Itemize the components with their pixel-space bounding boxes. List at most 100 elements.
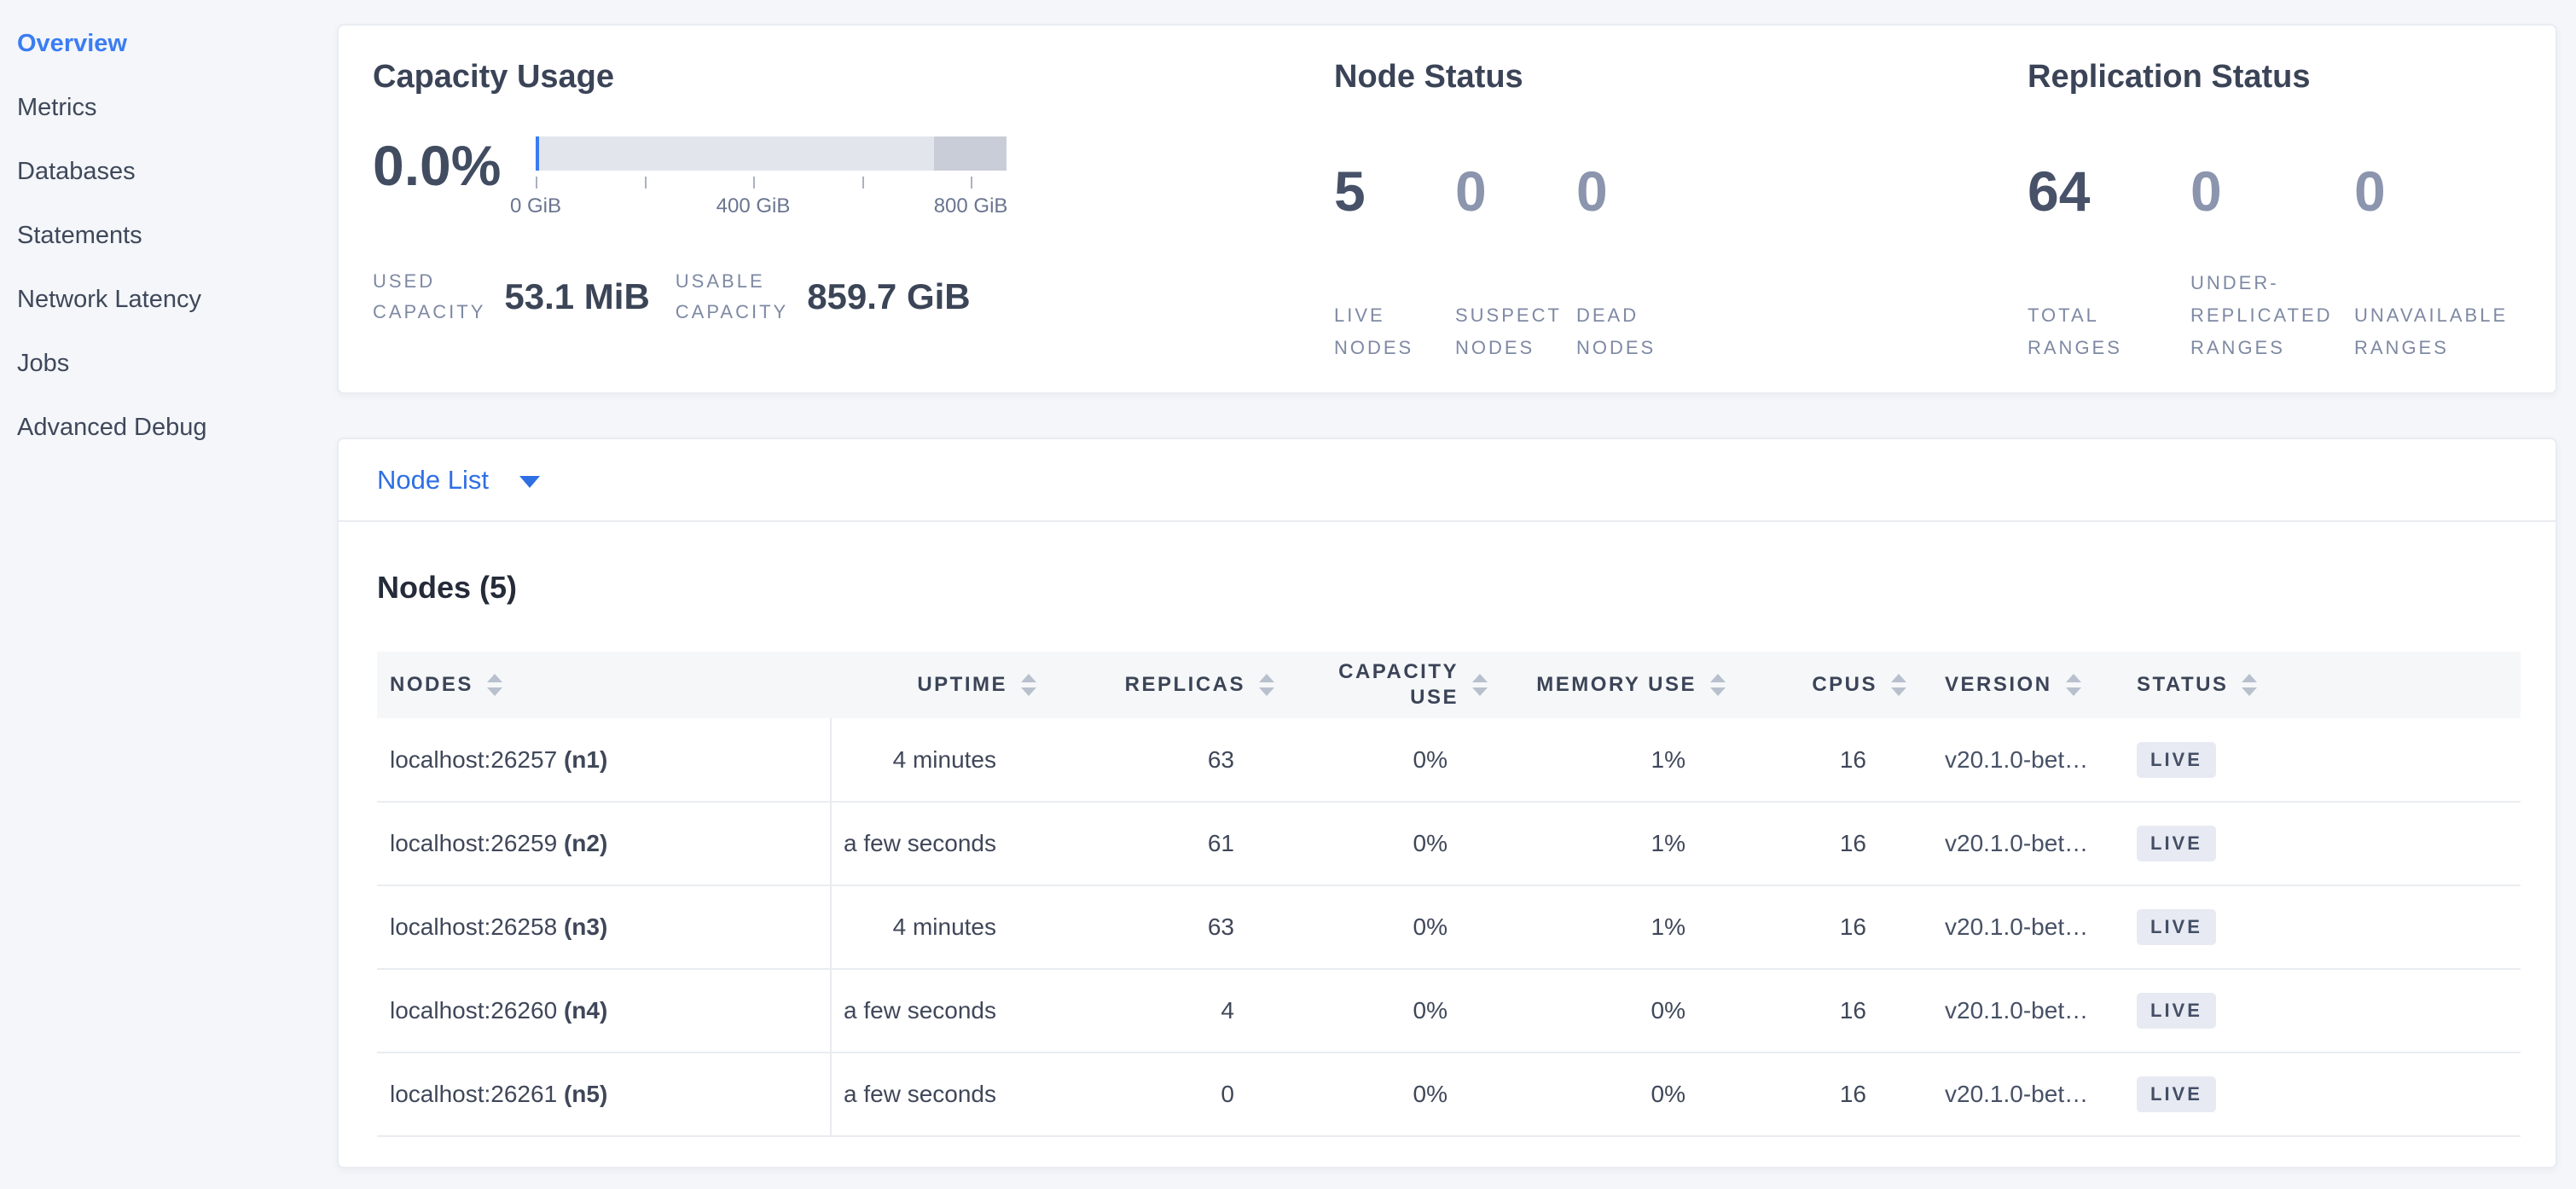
table-row-node-4: localhost:26260 (n4) a few seconds 4 0% …: [377, 969, 2521, 1053]
dead-nodes-metric: 0 DEAD NODES: [1576, 130, 1697, 364]
status-cell: LIVE: [2104, 802, 2521, 886]
total-ranges-label: TOTAL RANGES: [2028, 304, 2122, 358]
version-cell: v20.1.0-bet…: [1906, 885, 2104, 970]
status-cell: LIVE: [2104, 718, 2521, 803]
gauge-tick-label: 400 GiB: [716, 194, 791, 218]
replicas-cell: 0: [1036, 1053, 1274, 1137]
chevron-down-icon: [519, 475, 540, 488]
column-header-memory-use[interactable]: MEMORY USE: [1488, 652, 1726, 718]
node-status-title: Node Status: [1334, 59, 1523, 95]
node-status-section: Node Status 5 LIVE NODES 0 SUSPECT NODES: [1334, 26, 2016, 392]
gauge-tick-label: 0 GiB: [509, 194, 562, 218]
gauge-tick: [971, 176, 973, 188]
gauge-tick: [753, 176, 756, 188]
usable-capacity-stat: USABLE CAPACITY 859.7 GiB: [676, 266, 971, 328]
column-header-uptime[interactable]: UPTIME: [831, 652, 1036, 718]
sidebar-item-jobs[interactable]: Jobs: [17, 350, 70, 377]
node-list-dropdown[interactable]: Node List: [377, 465, 540, 496]
cpus-cell: 16: [1726, 802, 1906, 886]
uptime-cell: 4 minutes: [831, 885, 1036, 970]
suspect-nodes-label: SUSPECT NODES: [1455, 304, 1562, 358]
unavailable-ranges-value: 0: [2354, 159, 2386, 223]
sidebar-item-statements[interactable]: Statements: [17, 222, 142, 249]
node-link[interactable]: localhost:26259 (n2): [377, 802, 832, 886]
suspect-nodes-metric: 0 SUSPECT NODES: [1455, 130, 1576, 364]
under-replicated-ranges-value: 0: [2190, 159, 2222, 223]
uptime-cell: a few seconds: [831, 969, 1036, 1053]
under-replicated-ranges-metric: 0 UNDER- REPLICATED RANGES: [2190, 130, 2354, 364]
gauge-tick: [862, 176, 864, 188]
column-header-nodes[interactable]: NODES: [377, 652, 831, 718]
sort-icon: [1472, 674, 1488, 696]
replication-status-section: Replication Status 64 TOTAL RANGES 0 UND…: [2028, 26, 2548, 392]
replication-status-title: Replication Status: [2028, 59, 2311, 95]
replication-metrics: 64 TOTAL RANGES 0 UNDER- REPLICATED RANG…: [2028, 130, 2548, 364]
cpus-cell: 16: [1726, 718, 1906, 803]
live-nodes-metric: 5 LIVE NODES: [1334, 130, 1455, 364]
capacity-usage-section: Capacity Usage 0.0% 0 GiB 400 GiB: [373, 26, 1328, 392]
capacity-gauge-bar: [536, 136, 1007, 171]
column-header-version[interactable]: VERSION: [1906, 652, 2104, 718]
nodes-table-title: Nodes (5): [377, 570, 518, 605]
node-list-panel: Node List Nodes (5) NODES: [337, 438, 2557, 1169]
status-badge: LIVE: [2137, 826, 2216, 861]
node-link[interactable]: localhost:26260 (n4): [377, 969, 832, 1053]
status-cell: LIVE: [2104, 969, 2521, 1053]
capacity-stats: USED CAPACITY 53.1 MiB USABLE CAPACITY 8…: [373, 266, 1328, 328]
sidebar-item-network-latency[interactable]: Network Latency: [17, 286, 201, 313]
table-row-node-3: localhost:26258 (n3) 4 minutes 63 0% 1% …: [377, 885, 2521, 970]
total-ranges-metric: 64 TOTAL RANGES: [2028, 130, 2190, 364]
cpus-cell: 16: [1726, 1053, 1906, 1137]
column-header-replicas[interactable]: REPLICAS: [1036, 652, 1274, 718]
capacity-use-cell: 0%: [1274, 718, 1488, 803]
unavailable-ranges-metric: 0 UNAVAILABLE RANGES: [2354, 130, 2548, 364]
gauge-tick-label: 800 GiB: [933, 194, 1008, 218]
column-header-status[interactable]: STATUS: [2104, 652, 2521, 718]
sidebar-item-overview[interactable]: Overview: [17, 30, 127, 57]
sidebar-item-metrics[interactable]: Metrics: [17, 94, 97, 121]
column-header-cpus[interactable]: CPUS: [1726, 652, 1906, 718]
memory-use-cell: 0%: [1488, 1053, 1726, 1137]
uptime-cell: a few seconds: [831, 802, 1036, 886]
gauge-tick: [644, 176, 647, 188]
capacity-use-cell: 0%: [1274, 969, 1488, 1053]
nodes-table-header-row: NODES UPTIME REPLICAS CAPACITY USE: [377, 652, 2521, 718]
usable-capacity-label: USABLE CAPACITY: [675, 270, 789, 322]
sidebar-item-advanced-debug[interactable]: Advanced Debug: [17, 414, 207, 441]
capacity-usage-title: Capacity Usage: [373, 59, 615, 95]
node-list-dropdown-label: Node List: [377, 464, 489, 495]
used-capacity-stat: USED CAPACITY 53.1 MiB: [373, 266, 650, 328]
node-status-metrics: 5 LIVE NODES 0 SUSPECT NODES 0: [1334, 130, 2016, 364]
version-cell: v20.1.0-bet…: [1906, 1053, 2104, 1137]
capacity-use-cell: 0%: [1274, 802, 1488, 886]
version-cell: v20.1.0-bet…: [1906, 969, 2104, 1053]
table-row-node-1: localhost:26257 (n1) 4 minutes 63 0% 1% …: [377, 718, 2521, 803]
cpus-cell: 16: [1726, 885, 1906, 970]
sort-icon: [1710, 674, 1726, 696]
sort-icon: [1891, 674, 1906, 696]
used-capacity-value: 53.1 MiB: [504, 276, 650, 316]
sort-icon: [1259, 674, 1274, 696]
node-link[interactable]: localhost:26258 (n3): [377, 885, 832, 970]
status-badge: LIVE: [2137, 741, 2216, 778]
table-row-node-2: localhost:26259 (n2) a few seconds 61 0%…: [377, 802, 2521, 886]
sidebar-item-databases[interactable]: Databases: [17, 158, 136, 185]
node-link[interactable]: localhost:26261 (n5): [377, 1053, 832, 1137]
replicas-cell: 63: [1036, 718, 1274, 803]
capacity-gauge-row: 0.0% 0 GiB 400 GiB 800 GiB: [373, 136, 1328, 222]
capacity-used-percent: 0.0%: [373, 133, 502, 197]
dead-nodes-value: 0: [1576, 159, 1608, 223]
status-badge: LIVE: [2137, 909, 2216, 945]
usable-capacity-value: 859.7 GiB: [807, 276, 971, 316]
memory-use-cell: 1%: [1488, 885, 1726, 970]
replicas-cell: 63: [1036, 885, 1274, 970]
memory-use-cell: 0%: [1488, 969, 1726, 1053]
node-link[interactable]: localhost:26257 (n1): [377, 718, 832, 803]
live-nodes-label: LIVE NODES: [1334, 304, 1414, 358]
gauge-usable-segment: [539, 136, 934, 171]
column-header-capacity-use[interactable]: CAPACITY USE: [1274, 652, 1488, 718]
node-list-header: Node List: [339, 439, 2556, 522]
suspect-nodes-value: 0: [1455, 159, 1487, 223]
replicas-cell: 4: [1036, 969, 1274, 1053]
table-row-node-5: localhost:26261 (n5) a few seconds 0 0% …: [377, 1053, 2521, 1137]
